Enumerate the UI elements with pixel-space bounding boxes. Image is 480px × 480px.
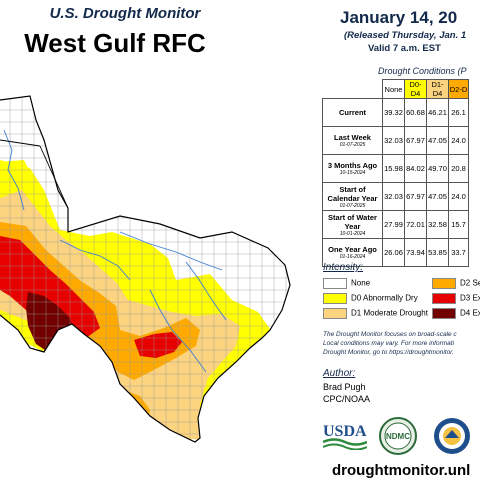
table-cell: 32.03	[382, 182, 405, 211]
table-cell: 84.02	[404, 154, 427, 183]
author-name: Brad Pugh	[323, 382, 366, 392]
drought-map	[0, 95, 291, 443]
row-label: One Year Ago	[328, 245, 377, 254]
legend-swatch	[432, 308, 456, 319]
legend-swatch	[432, 278, 456, 289]
table-row: Start of Water Year 10-01-2024 27.99 72.0…	[322, 210, 469, 239]
table-cell: 47.05	[426, 182, 449, 211]
col-header-none: None	[382, 79, 405, 99]
table-cell: 32.58	[426, 210, 449, 239]
note-line: The Drought Monitor focuses on broad-sca…	[323, 331, 457, 338]
col-header-d0d4: D0-D4	[404, 79, 427, 99]
ndmc-logo: NDMC	[378, 416, 418, 461]
table-row: One Year Ago 01-16-2024 26.06 73.94 53.85…	[322, 238, 469, 267]
table-row: 3 Months Ago 10-15-2024 15.98 84.02 49.70…	[322, 154, 469, 183]
rivers	[3, 129, 227, 373]
row-date: 10-01-2024	[339, 230, 366, 237]
conditions-title: Drought Conditions (P	[378, 66, 467, 76]
table-cell: 72.01	[404, 210, 427, 239]
table-cell: 49.70	[426, 154, 449, 183]
table-cell: 73.94	[404, 238, 427, 267]
row-date: 10-15-2024	[339, 170, 366, 176]
svg-text:NDMC: NDMC	[386, 432, 410, 441]
release-date: (Released Thursday, Jan. 1	[344, 30, 467, 41]
author-heading: Author:	[323, 368, 356, 379]
row-label: Start of Water Year	[328, 212, 377, 231]
table-cell: 27.99	[382, 210, 405, 239]
author-org: CPC/NOAA	[323, 394, 371, 404]
legend-swatch	[323, 293, 347, 304]
legend-item-none: None	[323, 278, 370, 289]
row-label: Last Week	[334, 133, 371, 142]
monitor-subtitle: U.S. Drought Monitor	[49, 5, 201, 22]
legend-item-d3: D3 Ex	[432, 293, 480, 304]
table-cell: 67.97	[404, 126, 427, 155]
disclaimer-note: The Drought Monitor focuses on broad-sca…	[323, 330, 480, 357]
region-outline	[0, 95, 291, 443]
table-row: Last Week 01-07-2025 32.03 67.97 47.05 24…	[322, 126, 469, 155]
valid-time: Valid 7 a.m. EST	[368, 43, 441, 54]
col-header-d1d4: D1-D4	[426, 79, 449, 99]
noaa-logo	[432, 416, 472, 461]
col-header-d2d4: D2-D	[448, 79, 469, 99]
legend-swatch	[323, 278, 347, 289]
footer-url[interactable]: droughtmonitor.unl	[332, 462, 471, 479]
table-cell: 24.0	[448, 126, 469, 155]
table-cell: 39.32	[382, 98, 405, 127]
table-cell: 24.0	[448, 182, 469, 211]
intensity-heading: Intensity:	[323, 262, 364, 273]
usda-logo: USDA	[322, 420, 368, 455]
table-cell: 20.8	[448, 154, 469, 183]
legend-item-d4: D4 Ex	[432, 308, 480, 319]
legend-swatch	[432, 293, 456, 304]
table-cell: 15.7	[448, 210, 469, 239]
table-cell: 46.21	[426, 98, 449, 127]
legend-item-d2: D2 Se	[432, 278, 480, 289]
table-cell: 67.97	[404, 182, 427, 211]
legend-item-d1: D1 Moderate Drought	[323, 308, 428, 319]
note-line: Drought Monitor, go to https://droughtmo…	[323, 349, 454, 356]
row-date: 01-16-2024	[339, 254, 366, 260]
d3-central-area	[134, 332, 182, 358]
table-cell: 60.68	[404, 98, 427, 127]
table-cell: 26.06	[382, 238, 405, 267]
row-date: 01-07-2025	[339, 202, 366, 209]
conditions-table: None D0-D4 D1-D4 D2-D Current 39.32 60.6…	[322, 79, 469, 267]
row-label: 3 Months Ago	[327, 161, 378, 170]
row-label: Start of Calendar Year	[327, 184, 378, 203]
table-cell: 15.98	[382, 154, 405, 183]
legend-swatch	[323, 308, 347, 319]
legend-item-d0: D0 Abnormally Dry	[323, 293, 418, 304]
table-cell: 33.7	[448, 238, 469, 267]
region-title: West Gulf RFC	[24, 28, 206, 58]
table-row: Start of Calendar Year 01-07-2025 32.03 6…	[322, 182, 469, 211]
map-date: January 14, 20	[340, 8, 458, 27]
state-boundaries	[0, 139, 69, 209]
table-cell: 53.85	[426, 238, 449, 267]
d3-area	[0, 236, 100, 338]
author-block: Brad Pugh CPC/NOAA	[323, 381, 370, 405]
table-cell: 32.03	[382, 126, 405, 155]
table-cell: 26.1	[448, 98, 469, 127]
note-line: Local conditions may vary. For more info…	[323, 340, 455, 347]
row-date: 01-07-2025	[339, 142, 366, 148]
table-row: Current 39.32 60.68 46.21 26.1	[322, 98, 469, 127]
row-label: Current	[338, 108, 367, 117]
table-cell: 47.05	[426, 126, 449, 155]
svg-text:USDA: USDA	[323, 423, 367, 440]
d1-area	[0, 190, 240, 440]
